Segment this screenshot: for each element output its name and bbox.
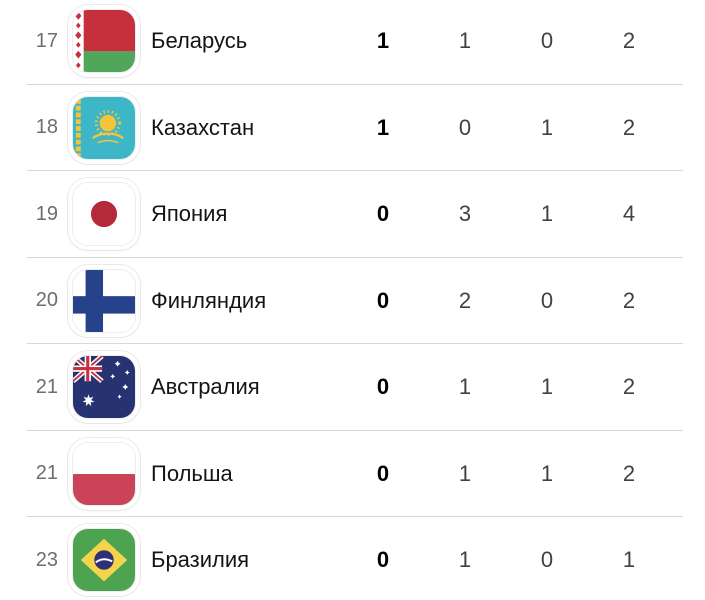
silver-count: 0 (458, 114, 472, 140)
total-count: 2 (622, 460, 636, 486)
silver-count: 1 (458, 28, 472, 54)
rank-label: 23 (35, 548, 58, 571)
country-name: Казахстан (151, 114, 255, 140)
rank-label: 19 (35, 202, 58, 225)
medal-counts: 1 1 0 2 (342, 28, 670, 54)
table-row[interactable]: 17 Беларусь 1 (0, 0, 705, 85)
medal-counts: 0 3 1 4 (342, 201, 670, 227)
country-flag (72, 182, 136, 247)
poland-flag-icon (73, 442, 135, 505)
bronze-count: 0 (540, 28, 554, 54)
country-flag (72, 441, 136, 506)
country-name: Финляндия (151, 287, 267, 313)
country-name: Австралия (151, 374, 260, 400)
total-count: 2 (622, 287, 636, 313)
rank-label: 17 (35, 29, 58, 52)
table-row[interactable]: 20 Финляндия 0 2 0 2 (0, 257, 705, 344)
medal-counts: 0 2 0 2 (342, 288, 670, 314)
total-count: 4 (622, 201, 636, 227)
country-name: Бразилия (151, 547, 250, 573)
country-flag (72, 528, 136, 593)
bronze-count: 0 (540, 547, 554, 573)
total-count: 2 (622, 28, 636, 54)
gold-count: 0 (376, 287, 390, 313)
gold-count: 0 (376, 460, 390, 486)
bronze-count: 1 (540, 374, 554, 400)
medal-counts: 0 1 1 2 (342, 374, 670, 400)
rank-label: 21 (35, 462, 58, 485)
table-row[interactable]: 18 Казахстан (0, 84, 705, 171)
silver-count: 1 (458, 547, 472, 573)
country-flag (72, 268, 136, 333)
country-name: Беларусь (151, 28, 248, 54)
silver-count: 1 (458, 374, 472, 400)
country-name: Польша (151, 460, 233, 486)
bronze-count: 0 (540, 287, 554, 313)
silver-count: 2 (458, 287, 472, 313)
bronze-count: 1 (540, 201, 554, 227)
japan-flag-icon (73, 183, 135, 246)
country-flag (72, 95, 136, 160)
medal-counts: 0 1 0 1 (342, 547, 670, 573)
country-name: Япония (151, 201, 228, 227)
silver-count: 1 (458, 460, 472, 486)
gold-count: 1 (376, 114, 390, 140)
bronze-count: 1 (540, 460, 554, 486)
rank-label: 20 (35, 289, 58, 312)
table-row[interactable]: 21 (0, 344, 705, 431)
bronze-count: 1 (540, 114, 554, 140)
country-flag (72, 355, 136, 420)
total-count: 1 (622, 547, 636, 573)
table-row[interactable]: 23 Бразилия 0 1 0 1 (0, 517, 705, 600)
silver-count: 3 (458, 201, 472, 227)
table-row[interactable]: 21 Польша 0 1 1 2 (0, 430, 705, 517)
total-count: 2 (622, 374, 636, 400)
table-row[interactable]: 19 Япония 0 3 1 4 (0, 171, 705, 258)
kazakhstan-flag-icon (73, 96, 135, 159)
gold-count: 1 (376, 28, 390, 54)
medal-counts: 0 1 1 2 (342, 461, 670, 487)
finland-flag-icon (73, 269, 135, 332)
total-count: 2 (622, 114, 636, 140)
country-flag (72, 9, 136, 74)
medal-counts: 1 0 1 2 (342, 115, 670, 141)
rank-label: 21 (35, 375, 58, 398)
rank-label: 18 (35, 116, 58, 139)
gold-count: 0 (376, 547, 390, 573)
gold-count: 0 (376, 201, 390, 227)
gold-count: 0 (376, 374, 390, 400)
australia-flag-icon (73, 356, 135, 419)
belarus-flag-icon (73, 10, 135, 73)
brazil-flag-icon (73, 529, 135, 592)
